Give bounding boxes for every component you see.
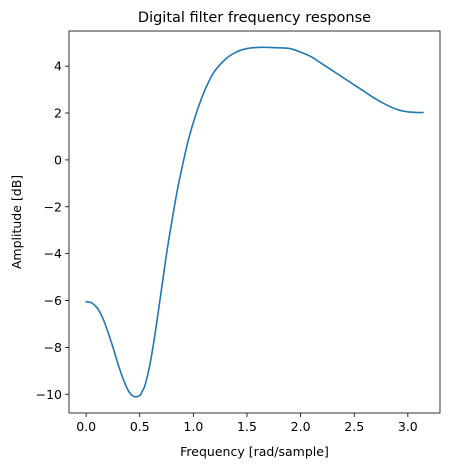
y-tick-label: −2 [44, 199, 62, 214]
y-tick-label: −4 [44, 246, 62, 261]
y-tick-label: 0 [54, 152, 62, 167]
y-tick-label: 4 [54, 59, 62, 74]
x-tick-label: 2.0 [291, 419, 311, 434]
x-axis-ticks: 0.0 0.5 1.0 1.5 2.0 2.5 3.0 [76, 413, 418, 434]
series-line-amplitude [85, 46, 424, 398]
x-tick-label: 1.0 [183, 419, 203, 434]
y-axis-label: Amplitude [dB] [9, 175, 24, 269]
y-tick-label: 2 [54, 106, 62, 121]
x-tick-label: 2.5 [344, 419, 364, 434]
y-tick-label: −6 [44, 293, 62, 308]
y-tick-label: −8 [44, 340, 62, 355]
x-tick-label: 0.0 [76, 419, 96, 434]
plot-frame [68, 30, 441, 414]
y-tick-label: −10 [36, 387, 62, 402]
x-tick-label: 3.0 [398, 419, 418, 434]
x-tick-label: 1.5 [237, 419, 257, 434]
chart-title: Digital filter frequency response [138, 10, 371, 26]
x-tick-label: 0.5 [130, 419, 150, 434]
plot-area: 0.0 0.5 1.0 1.5 2.0 2.5 3.0 −10 −8 −6 −4 −2 0 2 4 [36, 30, 441, 434]
x-axis-label: Frequency [rad/sample] [180, 444, 329, 459]
y-axis-ticks: −10 −8 −6 −4 −2 0 2 4 [36, 59, 69, 402]
